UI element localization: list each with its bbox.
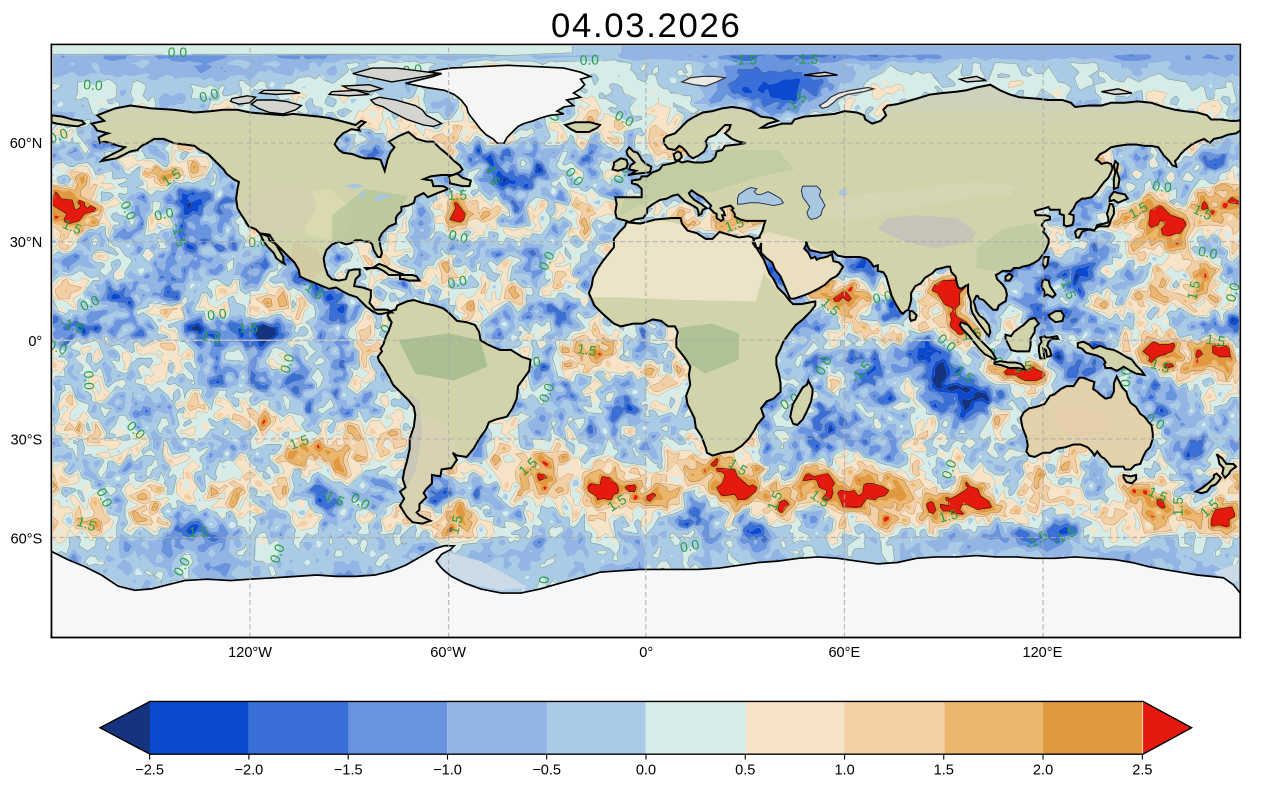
svg-text:0.0: 0.0 <box>81 370 98 390</box>
svg-text:0.0: 0.0 <box>197 85 220 106</box>
svg-text:0.0: 0.0 <box>78 291 103 314</box>
svg-text:0.0: 0.0 <box>446 272 468 292</box>
svg-text:1.5: 1.5 <box>576 340 598 359</box>
svg-text:0.0: 0.0 <box>1197 243 1219 263</box>
svg-text:0.0: 0.0 <box>266 541 288 565</box>
svg-text:0.0: 0.0 <box>168 44 188 60</box>
svg-text:1.5: 1.5 <box>1146 483 1170 506</box>
svg-text:0.0: 0.0 <box>1152 177 1173 195</box>
svg-text:60°W: 60°W <box>430 645 466 661</box>
svg-text:2.0: 2.0 <box>1033 762 1053 778</box>
svg-text:0.0: 0.0 <box>1117 367 1134 388</box>
svg-text:1.5: 1.5 <box>764 489 786 513</box>
svg-text:0.5: 0.5 <box>735 762 755 778</box>
svg-text:−0.5: −0.5 <box>532 762 561 778</box>
svg-text:0.0: 0.0 <box>83 76 104 93</box>
svg-text:0.0: 0.0 <box>206 305 227 323</box>
svg-text:60°E: 60°E <box>828 645 860 661</box>
svg-text:30°N: 30°N <box>10 235 43 251</box>
svg-text:-1.5: -1.5 <box>482 159 505 187</box>
svg-text:0.0: 0.0 <box>277 352 298 375</box>
svg-text:0.0: 0.0 <box>938 457 960 481</box>
svg-text:-1.5: -1.5 <box>184 524 208 540</box>
svg-text:0.0: 0.0 <box>153 204 176 224</box>
svg-text:1.5: 1.5 <box>1170 497 1186 517</box>
svg-text:1.5: 1.5 <box>75 513 99 534</box>
svg-text:-1.5: -1.5 <box>794 50 818 66</box>
svg-text:1.5: 1.5 <box>934 762 954 778</box>
svg-text:0.0: 0.0 <box>46 125 70 147</box>
svg-text:−1.5: −1.5 <box>334 762 363 778</box>
svg-text:2.5: 2.5 <box>1132 762 1152 778</box>
svg-text:0.0: 0.0 <box>1222 280 1243 303</box>
svg-text:1.5: 1.5 <box>937 505 960 525</box>
svg-text:30°S: 30°S <box>10 433 42 449</box>
svg-text:60°S: 60°S <box>10 531 42 547</box>
svg-text:0.0: 0.0 <box>612 107 637 130</box>
svg-text:120°W: 120°W <box>228 645 272 661</box>
svg-text:1.0: 1.0 <box>834 762 854 778</box>
svg-text:0.0: 0.0 <box>117 198 140 222</box>
svg-text:-1.5: -1.5 <box>234 320 258 336</box>
svg-text:−2.0: −2.0 <box>234 762 263 778</box>
svg-text:1.5: 1.5 <box>60 215 84 237</box>
svg-text:04.03.2026: 04.03.2026 <box>551 7 741 45</box>
svg-text:0°: 0° <box>639 645 653 661</box>
svg-text:120°E: 120°E <box>1022 645 1062 661</box>
svg-text:1.5: 1.5 <box>448 187 468 203</box>
svg-text:-1.5: -1.5 <box>1056 273 1080 301</box>
svg-text:0.0: 0.0 <box>535 248 558 273</box>
svg-text:-1.5: -1.5 <box>733 52 757 68</box>
svg-text:0.0: 0.0 <box>535 380 557 404</box>
svg-text:0.0: 0.0 <box>579 51 599 68</box>
svg-text:0.0: 0.0 <box>46 336 70 358</box>
svg-text:1.5: 1.5 <box>287 431 311 453</box>
svg-text:-1.5: -1.5 <box>58 314 86 336</box>
svg-text:0.0: 0.0 <box>93 485 116 509</box>
svg-text:-1.5: -1.5 <box>196 326 223 347</box>
svg-text:0.0: 0.0 <box>871 287 894 307</box>
svg-text:−1.0: −1.0 <box>433 762 462 778</box>
svg-text:0.0: 0.0 <box>636 762 656 778</box>
svg-text:1.5: 1.5 <box>1191 201 1215 224</box>
svg-text:1.5: 1.5 <box>1149 355 1172 376</box>
svg-text:0.0: 0.0 <box>678 536 700 556</box>
svg-text:0°: 0° <box>28 334 42 350</box>
svg-text:−2.5: −2.5 <box>135 762 164 778</box>
svg-text:60°N: 60°N <box>10 136 43 152</box>
svg-text:1.5: 1.5 <box>445 513 465 536</box>
svg-text:1.5: 1.5 <box>1183 279 1203 302</box>
